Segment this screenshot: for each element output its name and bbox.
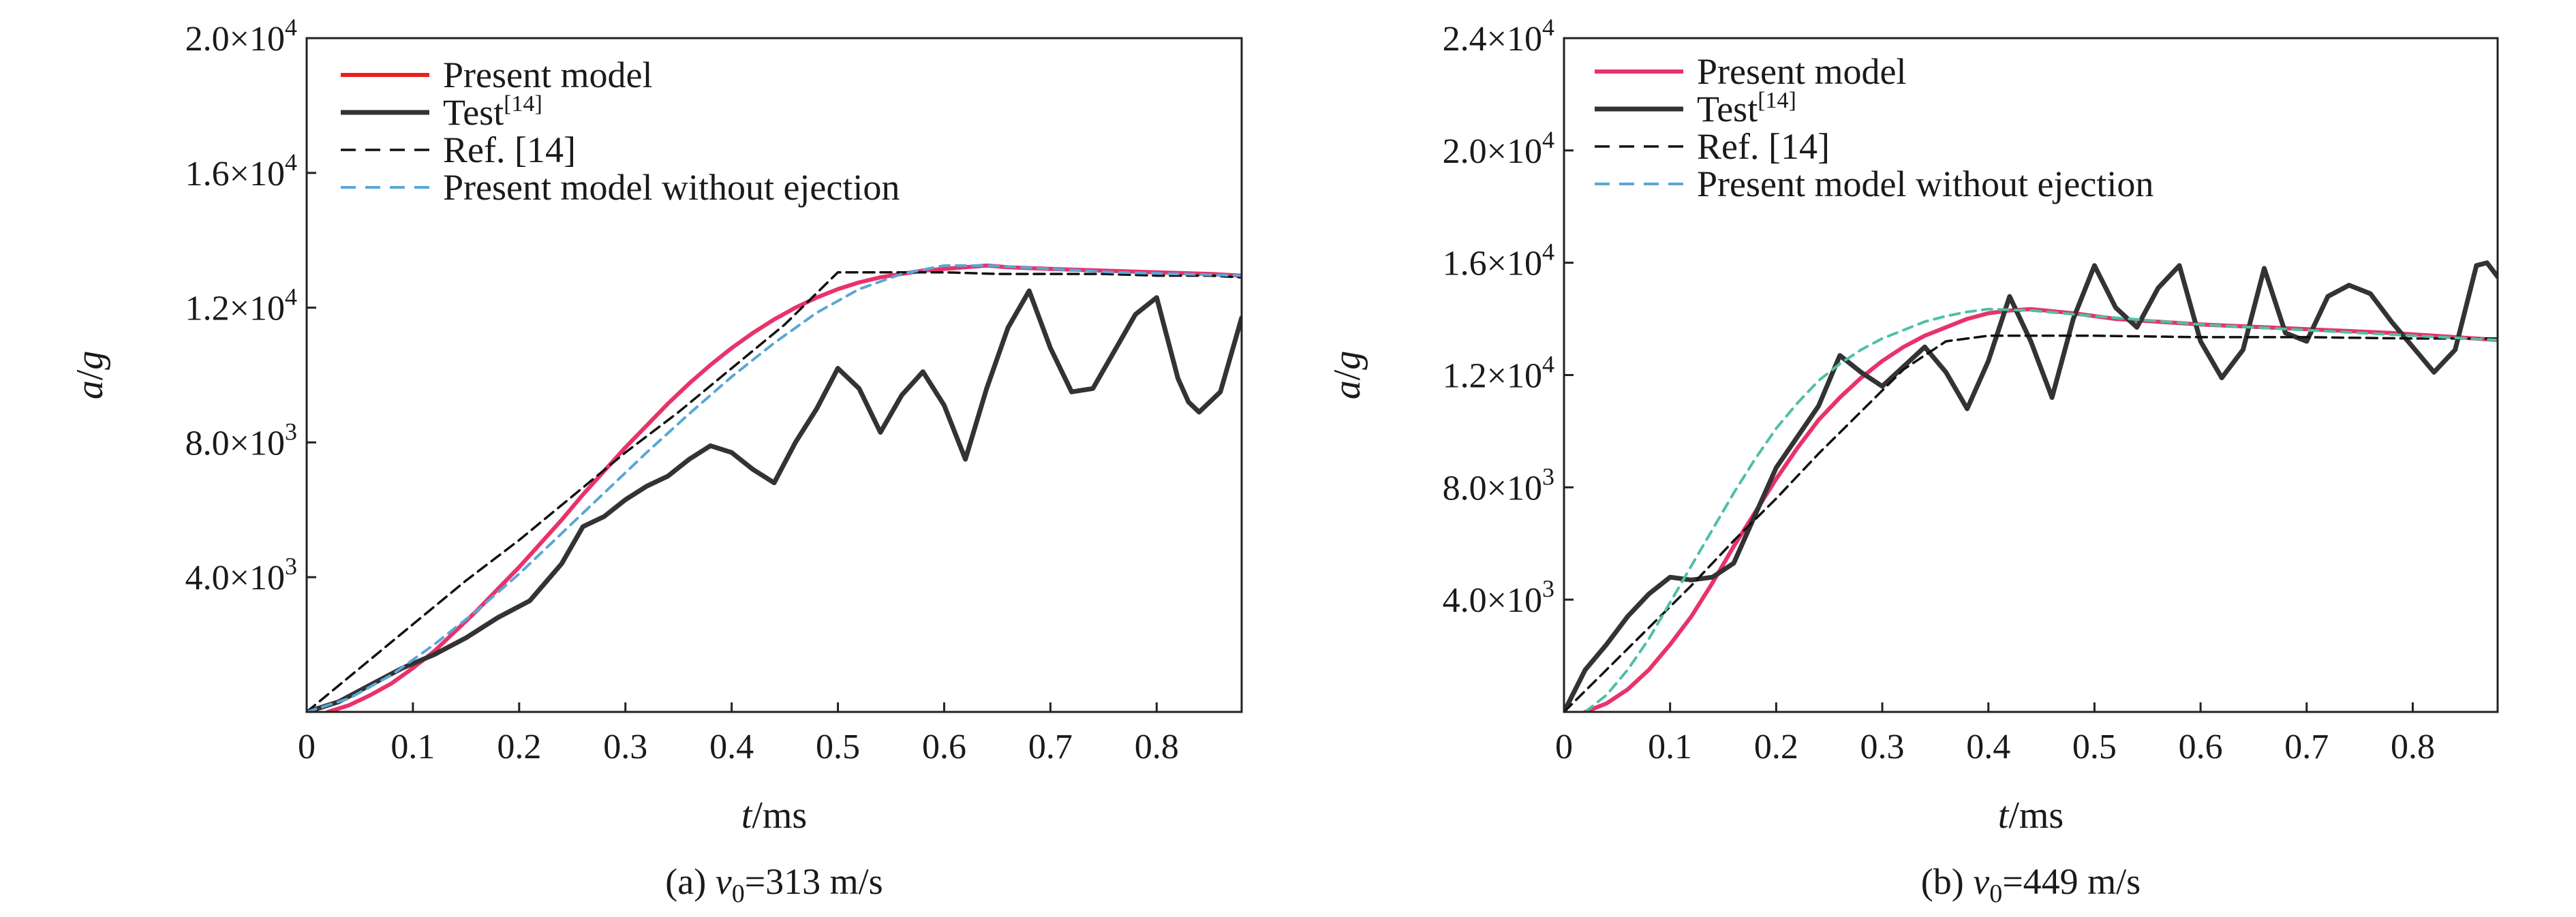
y-tick-label-0: 4.0×103 bbox=[1443, 575, 1554, 620]
x-tick-label-8: 0.8 bbox=[2391, 728, 2435, 766]
x-tick-label-3: 0.3 bbox=[603, 728, 647, 766]
legend-label-0: Present model bbox=[1697, 51, 1906, 92]
y-tick-label-3: 1.6×104 bbox=[1443, 238, 1554, 283]
y-tick-label-2: 1.2×104 bbox=[185, 283, 297, 328]
series-line-2 bbox=[1564, 335, 2498, 712]
x-tick-label-8: 0.8 bbox=[1135, 728, 1179, 766]
series-line-0 bbox=[326, 263, 1242, 712]
series-line-1 bbox=[1564, 260, 2498, 712]
series-line-3 bbox=[307, 264, 1242, 712]
x-tick-label-3: 0.3 bbox=[1860, 728, 1905, 766]
x-axis-title: t/ms bbox=[1998, 794, 2064, 837]
x-tick-label-2: 0.2 bbox=[1754, 728, 1798, 766]
panel-caption: (a) v0=313 m/s bbox=[665, 861, 883, 908]
series-line-2 bbox=[307, 270, 1242, 712]
x-tick-label-7: 0.7 bbox=[2284, 728, 2329, 766]
y-tick-label-0: 4.0×103 bbox=[185, 553, 297, 597]
x-tick-label-4: 0.4 bbox=[1966, 728, 2010, 766]
legend-label-1: Test[14] bbox=[1697, 88, 1796, 129]
plot-area bbox=[307, 263, 1242, 712]
plot-frame bbox=[305, 37, 1243, 713]
panel-caption: (b) v0=449 m/s bbox=[1921, 861, 2141, 908]
y-tick-label-5: 2.4×104 bbox=[1443, 14, 1554, 59]
chart-panel-b: 0 0.1 0.2 0.3 0.4 0.5 0.6 0.7 0.8 4.0×103 8.0×103 1… bbox=[1326, 14, 2499, 908]
y-tick-label-3: 1.6×104 bbox=[185, 149, 297, 193]
y-axis-title: a/g bbox=[1326, 351, 1368, 400]
x-tick-label-5: 0.5 bbox=[816, 728, 860, 766]
legend-label-3: Present model without ejection bbox=[443, 167, 900, 208]
plot-area bbox=[1564, 260, 2498, 712]
legend-label-3: Present model without ejection bbox=[1697, 164, 2153, 204]
series-line-3 bbox=[1584, 307, 2498, 712]
x-tick-label-7: 0.7 bbox=[1028, 728, 1073, 766]
legend-label-2: Ref. [14] bbox=[1697, 126, 1830, 167]
chart-panel-a: 0 0.1 0.2 0.3 0.4 0.5 0.6 0.7 0.8 4.0×103 8.0×103 1… bbox=[69, 14, 1243, 908]
y-tick-label-4: 2.0×104 bbox=[1443, 126, 1554, 171]
x-tick-label-2: 0.2 bbox=[497, 728, 541, 766]
legend-label-2: Ref. [14] bbox=[443, 129, 576, 170]
x-tick-label-4: 0.4 bbox=[709, 728, 754, 766]
y-tick-label-2: 1.2×104 bbox=[1443, 351, 1554, 396]
x-tick-label-0: 0 bbox=[298, 728, 316, 766]
x-tick-label-6: 0.6 bbox=[2179, 728, 2223, 766]
legend-label-1: Test[14] bbox=[443, 91, 542, 133]
x-tick-label-6: 0.6 bbox=[922, 728, 966, 766]
x-axis-title: t/ms bbox=[741, 794, 807, 837]
x-tick-label-1: 0.1 bbox=[390, 728, 435, 766]
y-axis-title: a/g bbox=[69, 351, 111, 400]
x-tick-label-5: 0.5 bbox=[2072, 728, 2117, 766]
x-tick-label-0: 0 bbox=[1555, 728, 1573, 766]
y-tick-label-1: 8.0×103 bbox=[185, 418, 297, 463]
y-tick-label-1: 8.0×103 bbox=[1443, 463, 1554, 508]
series-line-1 bbox=[307, 288, 1242, 712]
legend-label-0: Present model bbox=[443, 55, 652, 95]
y-tick-label-4: 2.0×104 bbox=[185, 14, 297, 59]
x-tick-label-1: 0.1 bbox=[1648, 728, 1692, 766]
